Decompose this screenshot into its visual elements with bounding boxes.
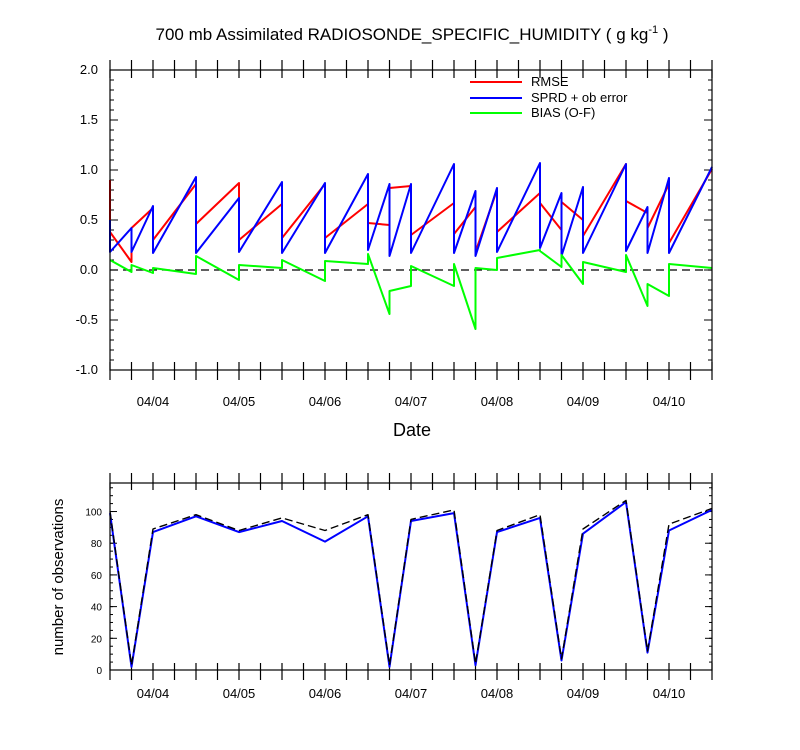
series-line-bias-o-f <box>109 249 713 330</box>
y-tick-label: 20 <box>91 634 103 645</box>
y-tick-label: -1.0 <box>76 362 98 377</box>
x-tick-label: 04/10 <box>653 394 686 409</box>
legend-label-rmse: RMSE <box>531 74 569 89</box>
x-tick-label: 04/04 <box>137 394 170 409</box>
legend-label-sprd-ob-error: SPRD + ob error <box>531 90 628 105</box>
y-tick-label: 2.0 <box>80 62 98 77</box>
x-tick-label: 04/09 <box>567 686 600 701</box>
top-y-tick-labels: -1.0 -0.5 0.0 0.5 1.0 1.5 2.0 <box>76 62 98 377</box>
bottom-series-group <box>109 499 713 668</box>
chart-title-superscript: -1 <box>648 24 658 36</box>
series-line-possible <box>109 499 713 666</box>
y-tick-label: 60 <box>91 571 103 582</box>
x-tick-label: 04/07 <box>395 686 428 701</box>
x-tick-label: 04/06 <box>309 394 342 409</box>
y-tick-label: -0.5 <box>76 312 98 327</box>
bottom-plot-frame <box>109 482 713 671</box>
y-tick-label: 0.0 <box>80 262 98 277</box>
top-series-group <box>109 162 713 330</box>
x-tick-label: 04/09 <box>567 394 600 409</box>
x-tick-label: 04/05 <box>223 394 256 409</box>
bottom-x-tick-labels: 04/04 04/05 04/06 04/07 04/08 04/09 04/10 <box>137 686 686 701</box>
y-axis-title: number of observations <box>50 499 67 656</box>
top-chart: -1.0-0.50.00.51.01.52.0 04/04 04/05 04/06 0… <box>76 60 713 440</box>
x-axis-title: Date <box>393 420 431 440</box>
y-tick-label: 0.5 <box>80 212 98 227</box>
y-tick-label: 1.0 <box>80 162 98 177</box>
bottom-y-tick-labels: 0 20 40 60 80 100 <box>85 508 102 677</box>
chart-title: 700 mb Assimilated RADIOSONDE_SPECIFIC_H… <box>156 24 669 44</box>
legend-label-bias-o-f: BIAS (O-F) <box>531 105 595 120</box>
series-line-assimilated <box>109 501 713 668</box>
x-tick-label: 04/08 <box>481 686 514 701</box>
y-tick-label: 100 <box>85 508 102 519</box>
x-tick-label: 04/10 <box>653 686 686 701</box>
chart-title-main: 700 mb Assimilated RADIOSONDE_SPECIFIC_H… <box>156 25 649 44</box>
x-tick-label: 04/04 <box>137 686 170 701</box>
top-x-tick-labels: 04/04 04/05 04/06 04/07 04/08 04/09 04/10 <box>137 394 686 409</box>
top-plot-frame <box>109 69 713 371</box>
y-tick-label: 1.5 <box>80 112 98 127</box>
x-tick-label: 04/06 <box>309 686 342 701</box>
chart-title-suffix: ) <box>658 25 668 44</box>
y-tick-label: 40 <box>91 603 103 614</box>
x-tick-label: 04/05 <box>223 686 256 701</box>
x-tick-label: 04/08 <box>481 394 514 409</box>
y-tick-label: 80 <box>91 539 103 550</box>
y-tick-label: 0 <box>96 666 102 677</box>
series-line-sprd-ob-error <box>109 162 713 257</box>
x-tick-label: 04/07 <box>395 394 428 409</box>
